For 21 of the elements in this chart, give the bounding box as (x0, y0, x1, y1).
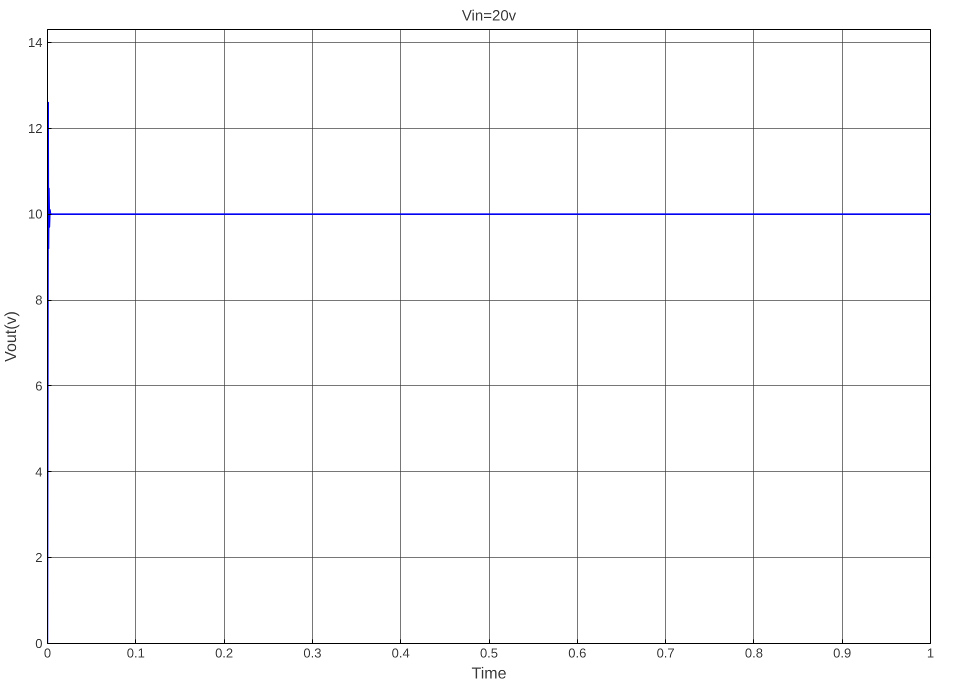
y-tick-label: 6 (35, 378, 43, 394)
x-axis-title: Time (472, 666, 507, 682)
x-tick-label: 0.5 (480, 646, 498, 660)
y-tick-label: 10 (28, 206, 43, 222)
y-tick-label: 14 (28, 34, 43, 50)
x-tick-label: 0.8 (744, 646, 763, 660)
chart-title: Vin=20v (462, 8, 517, 24)
x-tick-label: 0.3 (303, 646, 322, 660)
x-tick-label: 0.2 (215, 646, 234, 660)
y-tick-label: 8 (35, 292, 43, 308)
y-tick-label: 0 (35, 636, 43, 651)
x-tick-label: 0.9 (833, 646, 852, 660)
y-tick-label: 2 (35, 550, 43, 566)
y-axis-title: Vout(v) (3, 311, 20, 362)
x-tick-label: 0.7 (656, 646, 675, 660)
x-tick-label: 1 (926, 646, 934, 660)
y-tick-label: 12 (28, 120, 43, 136)
y-tick-label: 4 (35, 464, 43, 480)
x-tick-label: 0.1 (126, 646, 145, 660)
x-tick-label: 0.6 (568, 646, 586, 660)
x-tick-label: 0.4 (392, 646, 410, 660)
